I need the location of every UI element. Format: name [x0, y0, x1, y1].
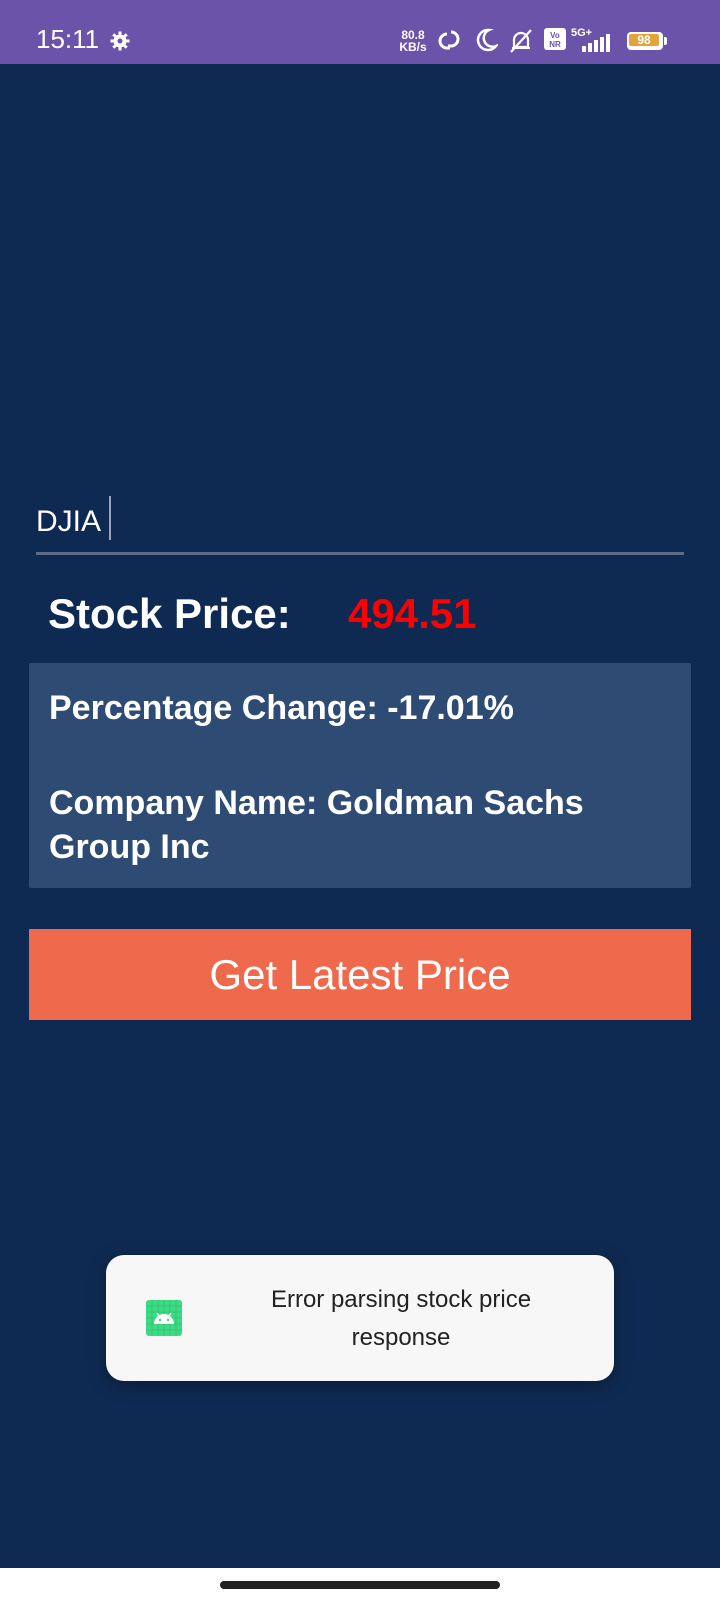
error-toast: Error parsing stock price response	[106, 1255, 614, 1381]
bell-muted-icon	[510, 29, 532, 53]
stock-price-label: Stock Price:	[48, 590, 291, 637]
gesture-navigation-bar	[0, 1568, 720, 1600]
android-app-icon	[146, 1300, 182, 1336]
symbol-input-container	[36, 496, 684, 555]
home-gesture-handle[interactable]	[220, 1581, 500, 1589]
signal-strength-icon	[582, 34, 610, 52]
volte-bottom-text: NR	[549, 40, 561, 49]
volte-top-text: Vo	[550, 31, 560, 40]
toast-message: Error parsing stock price response	[270, 1286, 532, 1351]
battery-icon: 98	[627, 32, 667, 50]
volte-badge-icon: Vo NR	[544, 28, 566, 50]
status-bar: 15:11 80.8 KB/s Vo NR 5G+	[0, 0, 720, 64]
stock-price-value: 494.51	[348, 590, 477, 637]
battery-level: 98	[629, 34, 659, 46]
hotspot-link-icon	[438, 30, 460, 50]
percentage-change-text: Percentage Change: -17.01%	[49, 689, 514, 727]
network-speed-unit: KB/s	[399, 40, 427, 54]
stock-symbol-input[interactable]	[36, 496, 684, 548]
company-name-text: Company Name: Goldman Sachs Group Inc	[49, 784, 584, 866]
settings-gear-icon	[110, 31, 130, 51]
do-not-disturb-moon-icon	[476, 28, 498, 52]
get-latest-price-button[interactable]: Get Latest Price	[29, 929, 691, 1020]
network-speed: 80.8 KB/s	[396, 29, 430, 53]
stock-info-card: Percentage Change: -17.01% Company Name:…	[29, 663, 691, 888]
network-type-label: 5G+	[571, 27, 593, 39]
text-cursor	[109, 496, 111, 540]
network-speed-value: 80.8	[401, 28, 425, 42]
status-time: 15:11	[36, 24, 100, 54]
